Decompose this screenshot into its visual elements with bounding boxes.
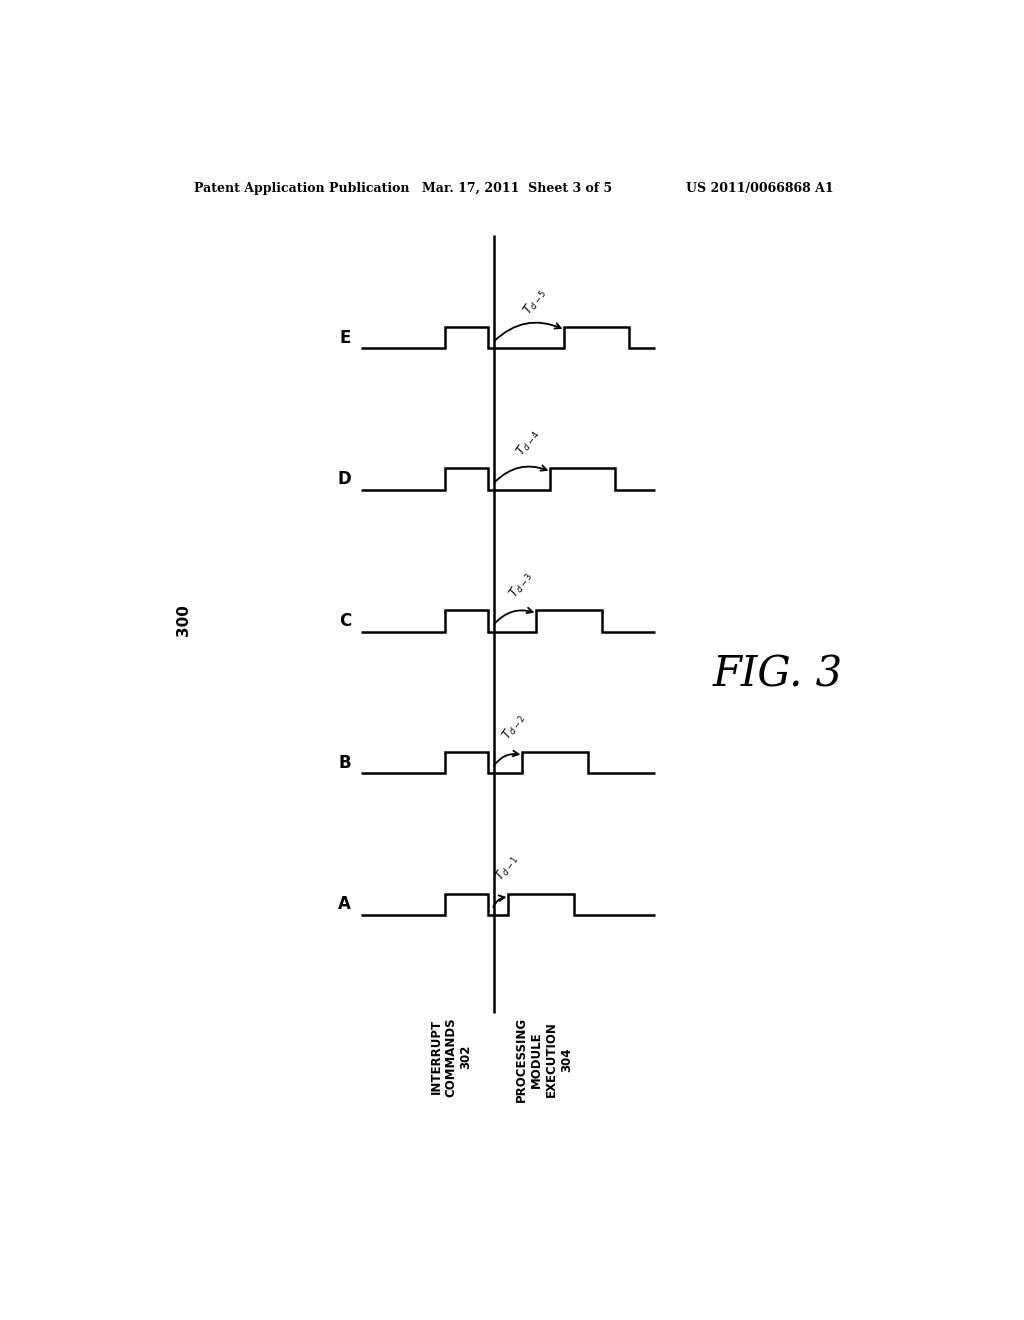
Text: $T_{d-1}$: $T_{d-1}$ — [493, 851, 521, 884]
Text: $T_{d-2}$: $T_{d-2}$ — [500, 710, 528, 743]
Text: FIG. 3: FIG. 3 — [713, 653, 843, 696]
Text: B: B — [339, 754, 351, 772]
Text: Patent Application Publication: Patent Application Publication — [194, 182, 410, 194]
Text: INTERRUPT
COMMANDS
302: INTERRUPT COMMANDS 302 — [430, 1016, 473, 1097]
Text: PROCESSING
MODULE
EXECUTION
304: PROCESSING MODULE EXECUTION 304 — [515, 1016, 573, 1102]
Text: $T_{d-3}$: $T_{d-3}$ — [506, 569, 536, 601]
Text: C: C — [339, 612, 351, 630]
Text: $T_{d-4}$: $T_{d-4}$ — [513, 426, 543, 459]
Text: US 2011/0066868 A1: US 2011/0066868 A1 — [686, 182, 834, 194]
Text: $T_{d-5}$: $T_{d-5}$ — [520, 285, 549, 318]
Text: 300: 300 — [176, 605, 191, 636]
Text: A: A — [338, 895, 351, 913]
Text: D: D — [338, 470, 351, 488]
Text: E: E — [340, 329, 351, 347]
Text: Mar. 17, 2011  Sheet 3 of 5: Mar. 17, 2011 Sheet 3 of 5 — [423, 182, 612, 194]
